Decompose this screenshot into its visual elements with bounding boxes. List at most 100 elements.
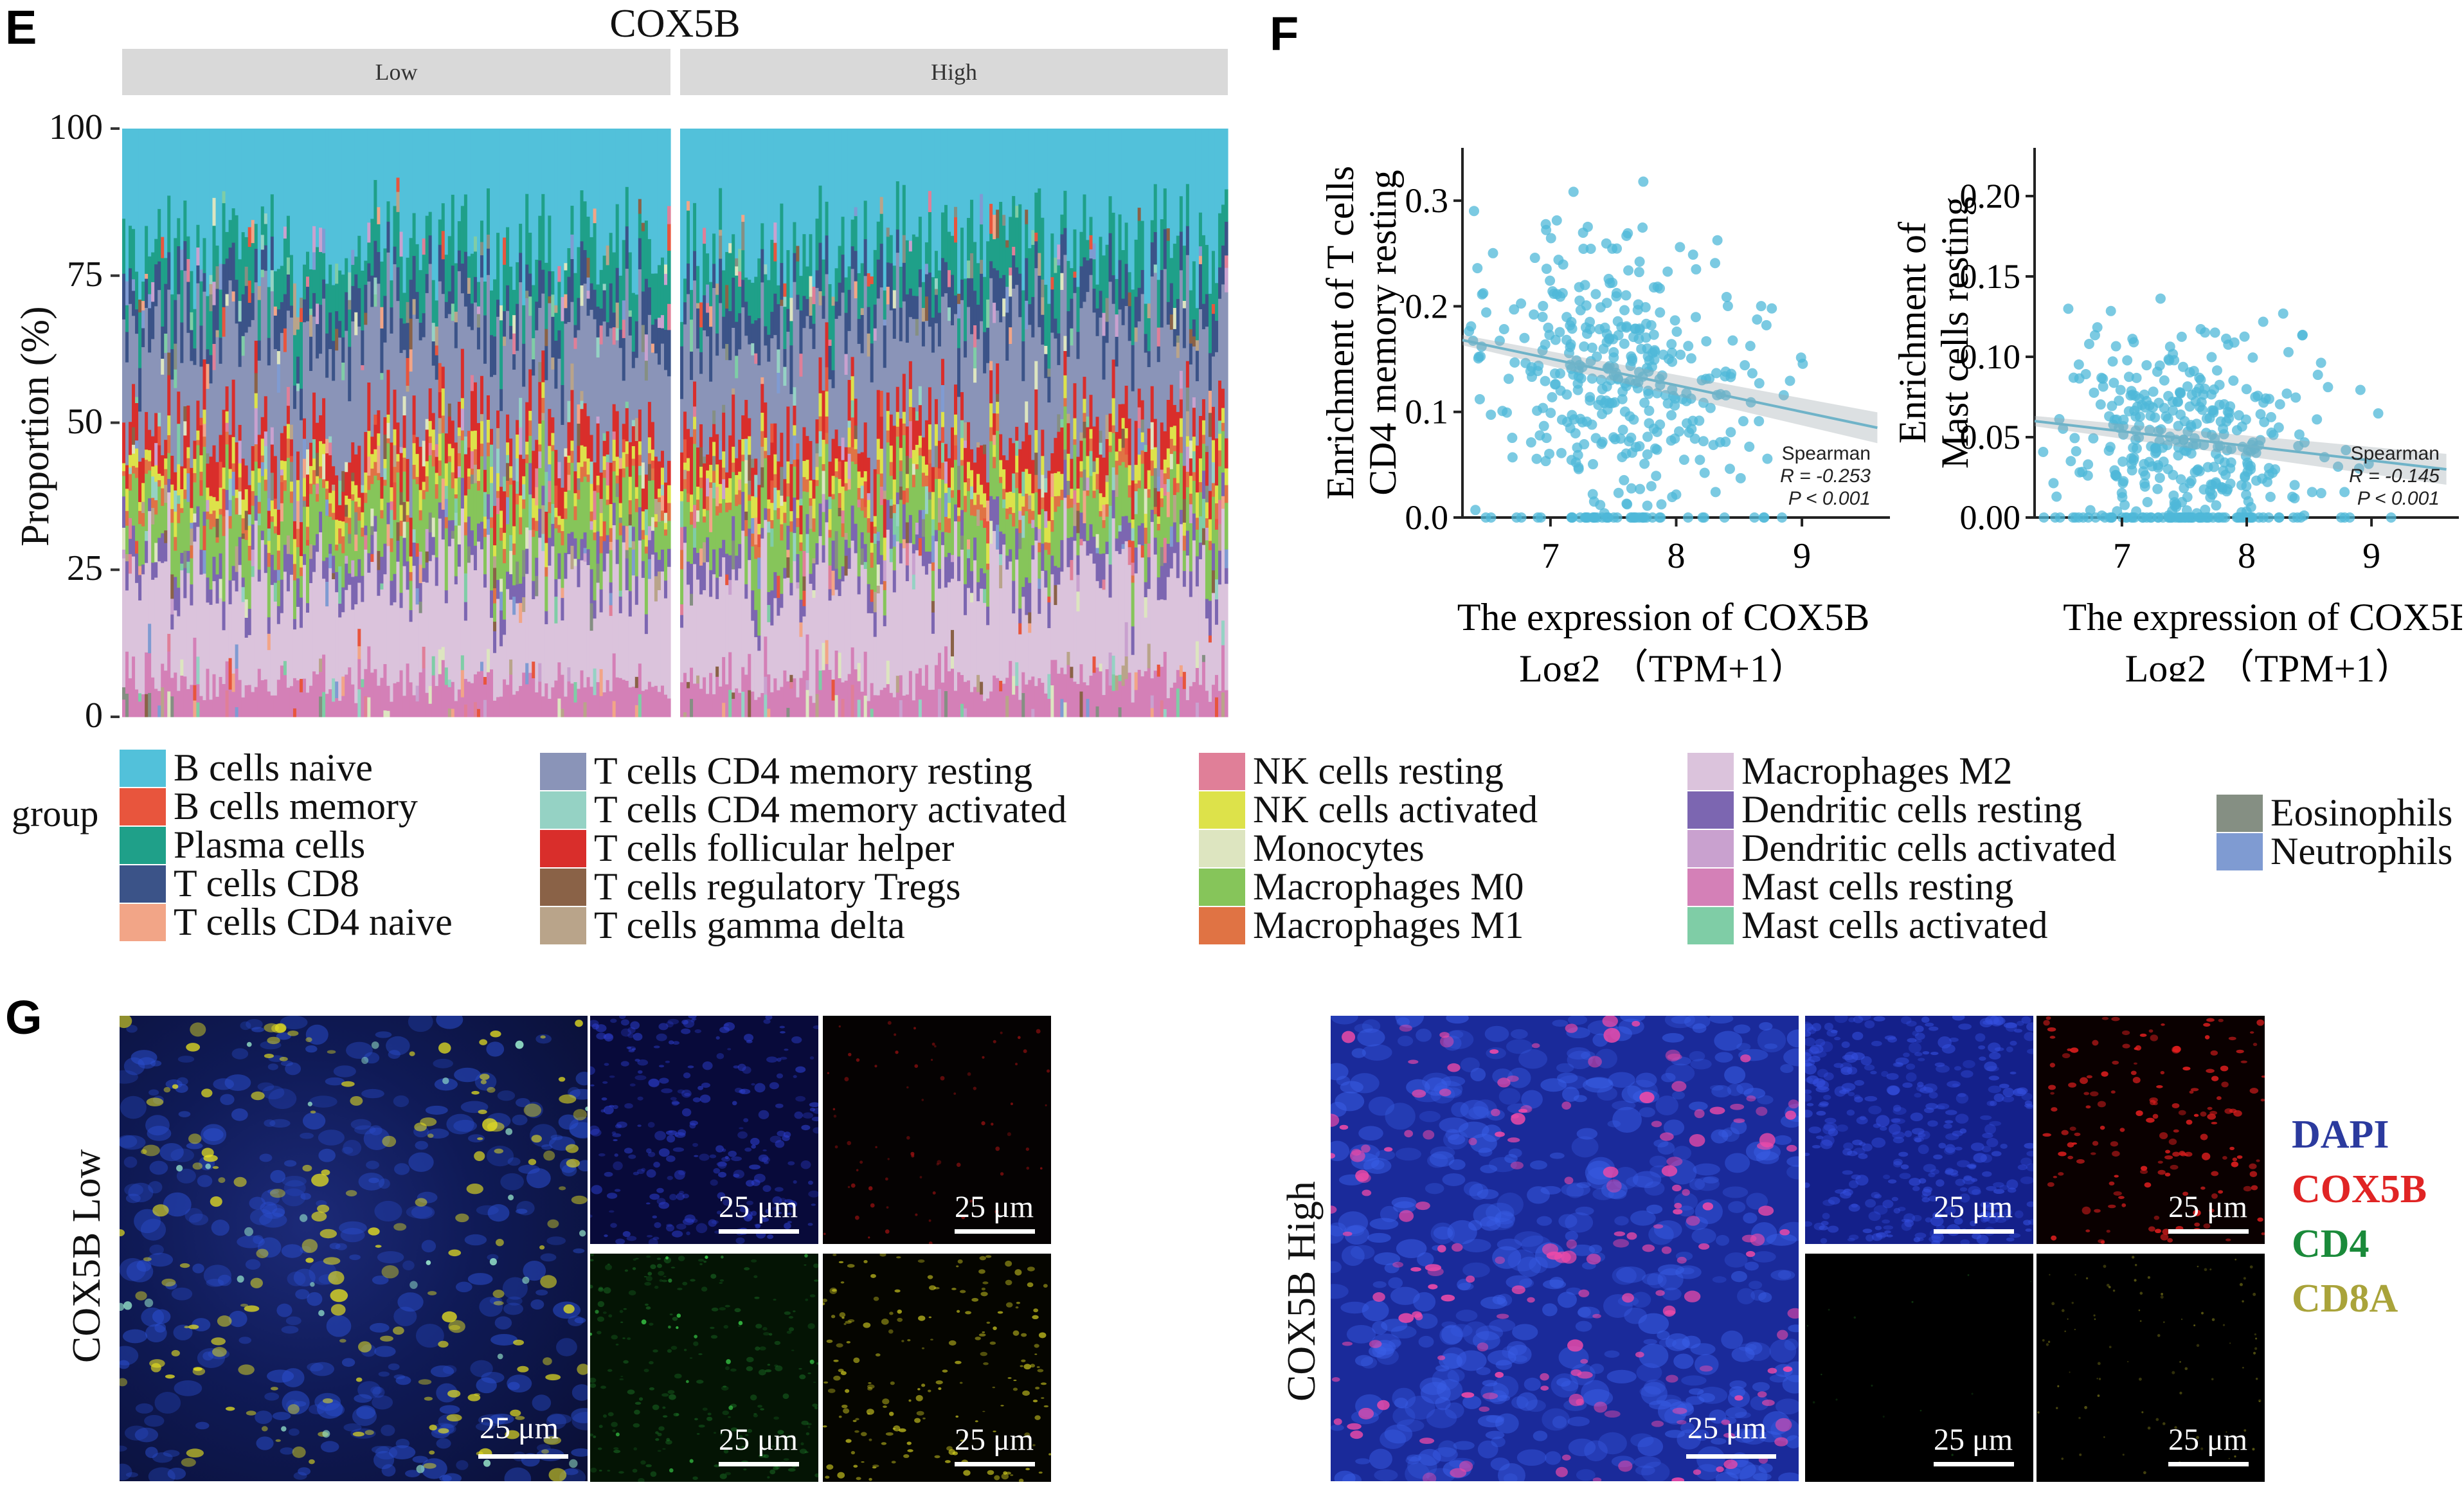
bar-segment bbox=[667, 460, 671, 485]
bar-segment bbox=[270, 472, 274, 501]
stacked-bar bbox=[1015, 129, 1019, 717]
y-tick-label: 0 bbox=[85, 696, 103, 735]
bar-segment bbox=[667, 303, 671, 330]
bar-segment bbox=[312, 226, 316, 253]
bar-segment bbox=[754, 474, 758, 498]
bar-segment bbox=[593, 519, 597, 533]
bar-segment bbox=[1070, 666, 1074, 678]
bar-segment bbox=[989, 260, 993, 278]
bar-segment bbox=[937, 568, 942, 589]
bar-segment bbox=[638, 474, 642, 508]
bar-segment bbox=[415, 291, 420, 319]
bar-segment bbox=[476, 490, 481, 524]
bar-segment bbox=[348, 517, 352, 534]
bar-segment bbox=[367, 697, 371, 717]
bar-segment bbox=[535, 439, 539, 469]
bar-segment bbox=[892, 338, 897, 426]
bar-segment bbox=[921, 437, 926, 456]
bar-segment bbox=[180, 269, 184, 323]
bar-segment bbox=[809, 498, 813, 506]
bar-segment bbox=[654, 552, 658, 577]
bar-segment bbox=[476, 282, 481, 307]
bar-segment bbox=[1147, 588, 1151, 644]
bar-segment bbox=[1018, 608, 1022, 624]
bar-segment bbox=[680, 452, 684, 492]
bar-segment bbox=[196, 265, 201, 284]
bar-segment bbox=[212, 527, 217, 557]
bar-segment bbox=[276, 364, 281, 393]
bar-segment bbox=[215, 288, 220, 330]
bar-segment bbox=[1070, 267, 1074, 299]
bar-segment bbox=[312, 269, 316, 293]
bar-segment bbox=[641, 539, 645, 561]
bar-segment bbox=[809, 329, 813, 441]
bar-segment bbox=[1025, 209, 1029, 224]
bar-segment bbox=[238, 463, 242, 478]
bar-segment bbox=[728, 555, 732, 581]
bar-segment bbox=[473, 570, 478, 674]
bar-segment bbox=[129, 455, 132, 468]
bar-segment bbox=[921, 472, 926, 487]
bar-segment bbox=[1038, 129, 1041, 189]
bar-segment bbox=[1054, 511, 1057, 566]
bar-segment bbox=[548, 501, 552, 514]
bar-segment bbox=[129, 573, 132, 679]
bar-segment bbox=[396, 212, 400, 267]
bar-segment bbox=[964, 440, 967, 448]
bar-segment bbox=[457, 427, 462, 437]
bar-segment bbox=[199, 455, 204, 472]
bar-segment bbox=[928, 190, 932, 212]
stacked-bar bbox=[444, 129, 449, 717]
bar-segment bbox=[170, 484, 174, 509]
bar-segment bbox=[786, 309, 790, 332]
bar-segment bbox=[1050, 685, 1054, 717]
bar-segment bbox=[393, 466, 397, 483]
bar-segment bbox=[1163, 599, 1167, 652]
stacked-bar bbox=[699, 129, 703, 717]
bar-segment bbox=[1108, 281, 1113, 414]
bar-segment bbox=[418, 510, 423, 521]
bar-segment bbox=[809, 583, 813, 696]
bar-segment bbox=[934, 665, 939, 717]
facet-high: High bbox=[680, 49, 1228, 95]
bar-segment bbox=[657, 571, 661, 591]
bar-segment bbox=[564, 456, 568, 492]
bar-segment bbox=[918, 216, 922, 270]
bar-segment bbox=[238, 366, 242, 425]
bar-segment bbox=[812, 303, 816, 324]
stacked-bar bbox=[660, 129, 665, 717]
bar-segment bbox=[548, 215, 552, 271]
bar-segment bbox=[390, 487, 394, 501]
bar-segment bbox=[1009, 267, 1012, 276]
bar-segment bbox=[606, 245, 610, 266]
bar-segment bbox=[1128, 271, 1132, 293]
bar-segment bbox=[276, 624, 281, 680]
bar-segment bbox=[351, 264, 355, 286]
bar-segment bbox=[654, 575, 658, 588]
bar-segment bbox=[564, 447, 568, 457]
bar-segment bbox=[1195, 586, 1200, 642]
bar-segment bbox=[1079, 663, 1084, 692]
bar-segment bbox=[196, 656, 201, 685]
bar-segment bbox=[1118, 465, 1122, 526]
bar-segment bbox=[583, 129, 588, 202]
bar-segment bbox=[931, 467, 935, 492]
bar-segment bbox=[651, 324, 655, 344]
bar-segment bbox=[924, 274, 929, 297]
bar-segment bbox=[283, 545, 287, 572]
bar-segment bbox=[286, 438, 291, 458]
bar-segment bbox=[867, 584, 871, 613]
bar-segment bbox=[332, 555, 336, 573]
bar-segment bbox=[751, 467, 755, 496]
bar-segment bbox=[247, 635, 252, 685]
bar-segment bbox=[538, 451, 542, 469]
bar-segment bbox=[970, 334, 974, 449]
bar-segment bbox=[622, 239, 626, 301]
bar-segment bbox=[770, 239, 774, 312]
bar-segment bbox=[1025, 468, 1029, 494]
bar-segment bbox=[190, 684, 193, 717]
bar-segment bbox=[712, 263, 716, 288]
bar-segment bbox=[1002, 544, 1006, 684]
bar-segment bbox=[1131, 702, 1135, 717]
bar-segment bbox=[789, 129, 794, 298]
